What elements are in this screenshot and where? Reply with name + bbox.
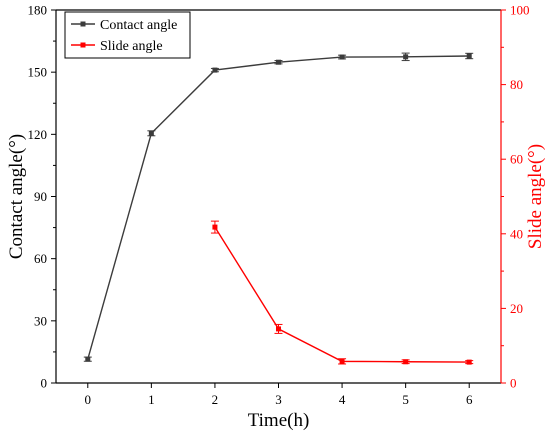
contact-angle-data-point — [403, 54, 409, 60]
legend-box — [64, 11, 191, 59]
slide-angle-data-point — [212, 224, 218, 230]
contact-angle-legend-marker — [80, 21, 86, 27]
plot-area — [83, 52, 474, 365]
contact-angle-data-point — [148, 130, 154, 136]
left-y-axis-title: Contact angle(°) — [6, 134, 27, 259]
right-y-tick-label: 0 — [510, 376, 517, 391]
right-y-tick-label: 40 — [510, 226, 523, 241]
slide-angle-data-point — [466, 359, 472, 365]
left-y-tick-label: 120 — [28, 127, 48, 142]
slide-angle-legend-marker — [80, 42, 86, 48]
x-axis-title: Time(h) — [248, 410, 310, 431]
left-y-tick-label: 60 — [34, 251, 47, 266]
legend: Contact angle Slide angle — [64, 11, 191, 59]
x-tick-label: 6 — [466, 392, 473, 407]
right-y-tick-label: 100 — [510, 3, 530, 18]
x-tick-label: 1 — [148, 392, 155, 407]
contact-angle-legend-label: Contact angle — [100, 18, 177, 33]
left-y-tick-label: 0 — [41, 376, 48, 391]
x-tick-label: 3 — [275, 392, 282, 407]
slide-angle-legend-label: Slide angle — [100, 39, 163, 54]
contact-angle-data-point — [339, 54, 345, 60]
contact-angle-data-point — [212, 67, 218, 73]
right-y-axis-title: Slide angle(°) — [525, 144, 546, 249]
right-y-tick-label: 80 — [510, 77, 523, 92]
axes: 0 1 2 3 4 5 60306090120150180020406080100Time(… — [6, 3, 546, 432]
right-y-tick-label: 20 — [510, 301, 523, 316]
left-y-tick-label: 180 — [28, 3, 48, 18]
left-y-tick-label: 90 — [34, 189, 47, 204]
x-tick-label: 5 — [402, 392, 409, 407]
x-tick-label: 4 — [339, 392, 346, 407]
contact-angle-series-line — [87, 55, 470, 360]
slide-angle-data-point — [276, 326, 281, 332]
contact-angle-data-point — [276, 59, 281, 65]
contact-angle-data-point — [85, 356, 91, 362]
x-tick-label: 0 — [85, 392, 92, 407]
left-y-tick-label: 150 — [28, 65, 48, 80]
right-y-tick-label: 60 — [510, 152, 523, 167]
slide-angle-data-point — [339, 358, 345, 364]
slide-angle-series-line — [214, 226, 470, 363]
contact-angle-data-point — [466, 53, 472, 59]
slide-angle-data-point — [403, 359, 409, 365]
left-y-tick-label: 30 — [34, 313, 47, 328]
x-tick-label: 2 — [212, 392, 219, 407]
